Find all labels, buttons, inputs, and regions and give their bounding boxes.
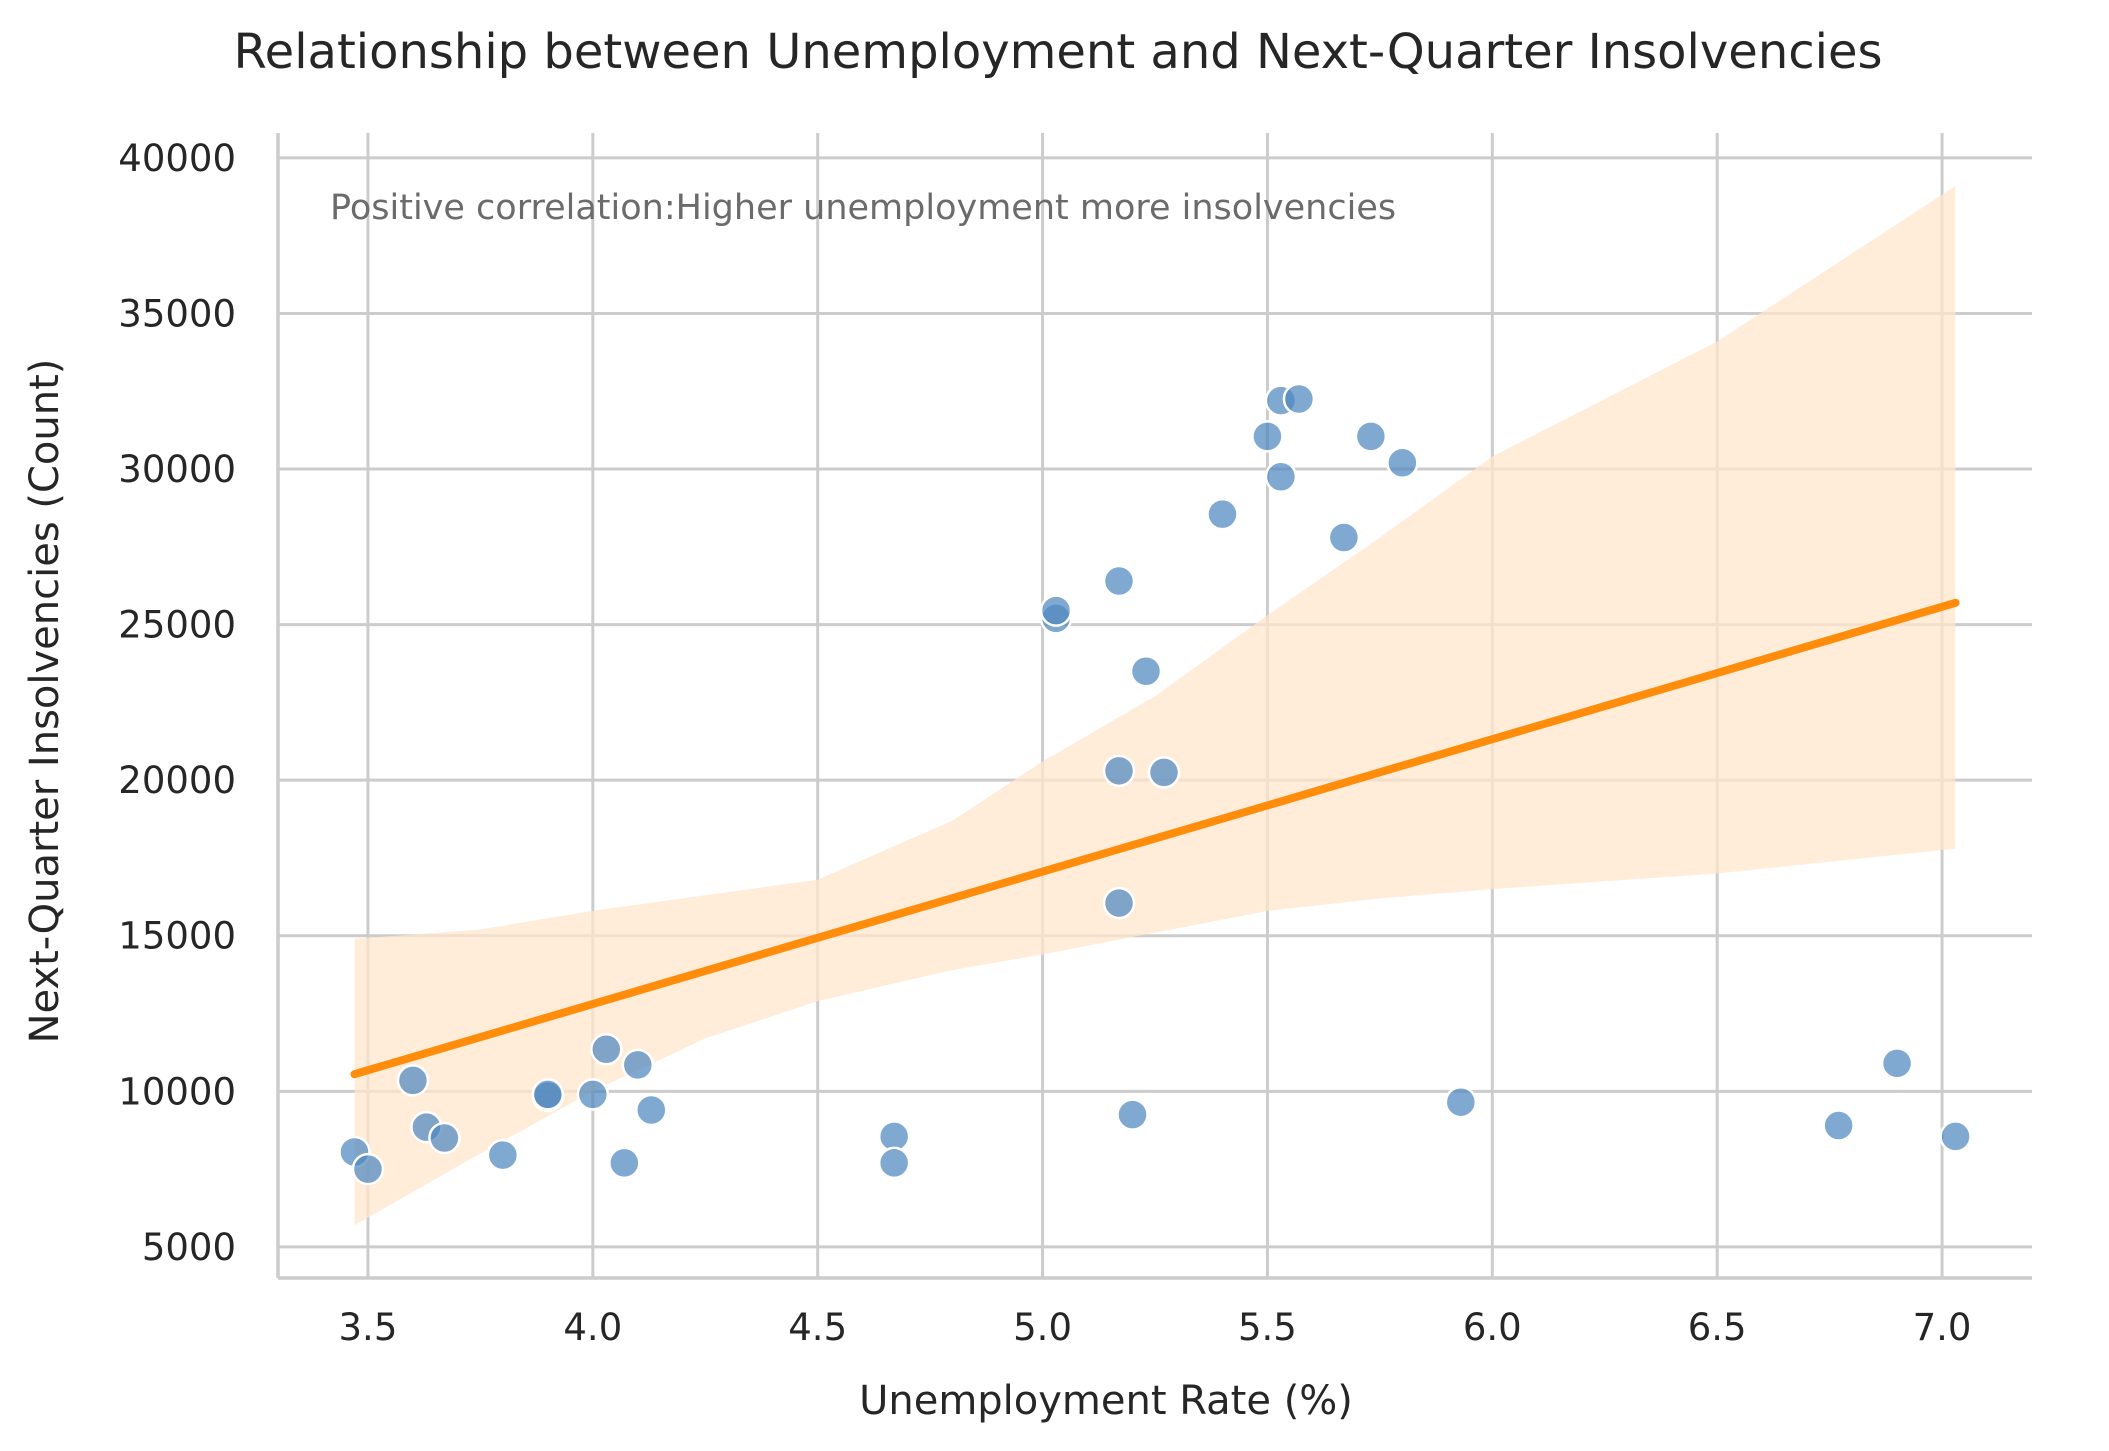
y-tick-label: 20000 [118,759,236,802]
data-point [877,1146,911,1180]
x-tick-label: 5.5 [1238,1306,1297,1349]
data-point [608,1146,641,1180]
data-point [635,1093,668,1127]
data-point [1822,1109,1855,1142]
y-tick-label: 30000 [118,448,236,491]
data-point [621,1048,655,1082]
data-points [338,382,1972,1186]
data-point [428,1121,461,1155]
data-point [1444,1085,1478,1119]
data-point [1147,756,1181,789]
chart-title: Relationship between Unemployment and Ne… [233,24,1882,80]
data-point [1116,1098,1149,1131]
y-tick-label: 25000 [118,604,236,647]
regression-line [350,598,1960,1079]
regression-line-layer [350,598,1960,1079]
data-point [1327,521,1361,554]
y-tick-label: 15000 [118,915,236,958]
data-point [486,1138,520,1172]
data-point [1102,886,1136,920]
data-point [590,1033,623,1066]
data-point [1206,497,1239,531]
x-axis-label: Unemployment Rate (%) [859,1378,1353,1424]
data-point [1039,594,1073,627]
x-tick-label: 5.0 [1013,1306,1072,1349]
data-point [1264,460,1298,494]
data-point [1102,564,1136,598]
y-tick-labels: 5000 10000 15000 20000 25000 30000 35000 40000 [118,137,236,1269]
data-point [1354,420,1388,453]
data-point [531,1078,565,1111]
data-point [1251,420,1284,453]
data-point [396,1064,430,1097]
data-point [1939,1120,1972,1153]
data-point [1880,1047,1914,1080]
correlation-annotation: Positive correlation:Higher unemployment… [330,188,1396,228]
data-point [1129,655,1163,688]
axis-spines [276,133,2032,1280]
x-tick-label: 4.5 [788,1306,847,1349]
y-tick-label: 10000 [118,1070,236,1113]
data-point [1102,754,1136,788]
data-point [1282,382,1316,416]
y-tick-label: 40000 [118,137,236,180]
x-tick-label: 7.0 [1913,1306,1972,1349]
x-tick-label: 4.0 [563,1306,622,1349]
confidence-band [354,185,1956,1226]
y-tick-label: 5000 [142,1226,236,1269]
x-tick-label: 3.5 [339,1306,398,1349]
x-tick-labels: 3.5 4.0 4.5 5.0 5.5 6.0 6.5 7.0 [339,1306,1972,1349]
data-point [351,1152,385,1186]
x-tick-label: 6.5 [1688,1306,1747,1349]
x-tick-label: 6.0 [1463,1306,1522,1349]
y-axis-label: Next-Quarter Insolvencies (Count) [22,359,68,1044]
data-point [576,1078,610,1111]
data-point [1386,446,1419,480]
confidence-band-layer [354,185,1956,1226]
y-tick-label: 35000 [118,292,236,335]
